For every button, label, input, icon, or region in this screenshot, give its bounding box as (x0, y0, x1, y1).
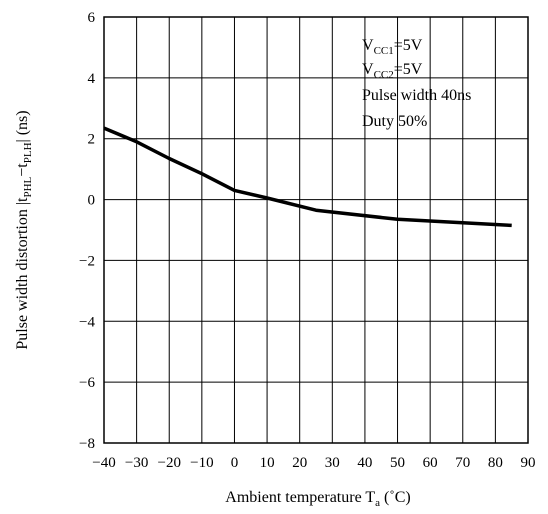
y-tick-labels: 6 4 2 0 −2 −4 −6 −8 (79, 10, 95, 452)
annotation-box: VCC1=5V VCC2=5V Pulse width 40ns Duty 50… (362, 37, 471, 130)
x-tick-label: 70 (455, 455, 470, 471)
x-tick-label: 20 (292, 455, 307, 471)
grid (104, 17, 528, 443)
x-tick-labels: −40 −30 −20 −10 0 10 20 30 40 50 60 70 80 90 (92, 455, 535, 471)
x-tick-label: −10 (190, 455, 213, 471)
annotation-pulse-width: Pulse width 40ns (362, 87, 471, 104)
y-tick-label: −2 (79, 253, 95, 269)
annotation-duty: Duty 50% (362, 113, 427, 130)
y-axis-label: Pulse width distortion |tPHL−tPLH| (ns) (14, 110, 34, 349)
x-tick-label: 30 (325, 455, 340, 471)
series-line (103, 126, 512, 228)
x-tick-label: 50 (390, 455, 405, 471)
y-tick-label: 2 (88, 132, 96, 148)
x-tick-label: 40 (357, 455, 372, 471)
annotation-vcc1: VCC1=5V (362, 37, 423, 57)
x-tick-label: −40 (92, 455, 115, 471)
y-tick-label: 6 (88, 10, 96, 26)
x-tick-label: 80 (488, 455, 503, 471)
y-tick-label: −4 (79, 314, 95, 330)
x-tick-label: −30 (125, 455, 148, 471)
x-tick-label: 0 (231, 455, 239, 471)
annotation-vcc2: VCC2=5V (362, 61, 423, 81)
data-layer (103, 126, 512, 228)
y-tick-label: −6 (79, 375, 95, 391)
x-tick-label: −20 (157, 455, 180, 471)
x-tick-label: 90 (521, 455, 536, 471)
x-tick-label: 60 (423, 455, 438, 471)
plot-frame (103, 16, 529, 444)
x-tick-label: 10 (260, 455, 275, 471)
y-tick-label: −8 (79, 436, 95, 452)
y-tick-label: 4 (88, 71, 96, 87)
y-tick-label: 0 (88, 193, 96, 209)
x-axis-label: Ambient temperature Ta (˚C) (225, 489, 410, 509)
